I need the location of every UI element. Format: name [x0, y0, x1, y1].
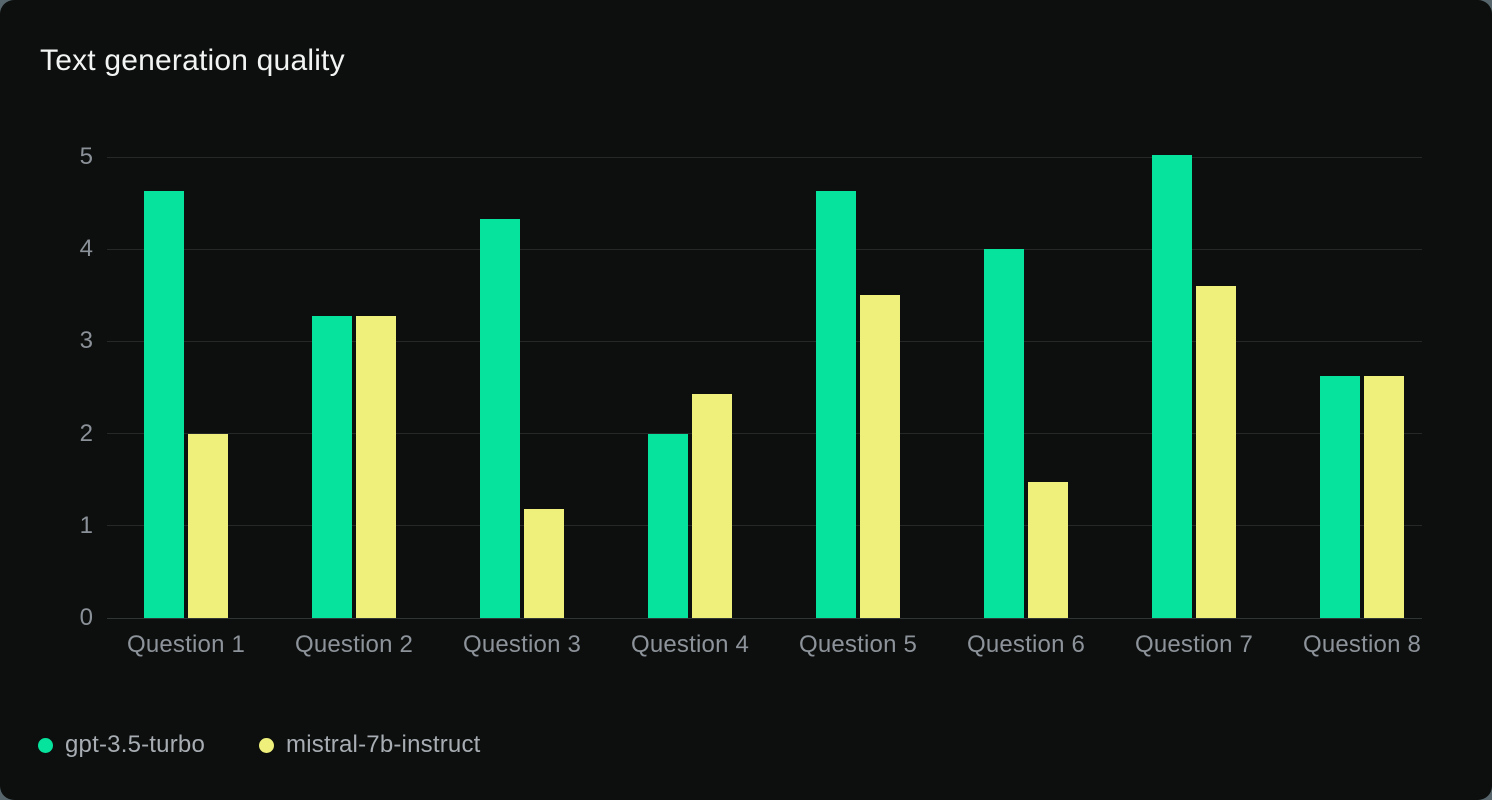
chart-title: Text generation quality: [40, 44, 345, 77]
y-axis-tick-label: 5: [79, 143, 93, 170]
bar-question-1-mistral-7b-instruct[interactable]: [188, 433, 228, 618]
x-axis-category-label: Question 1: [126, 631, 246, 658]
legend-dot-icon: [38, 737, 53, 753]
bar-question-2-mistral-7b-instruct[interactable]: [356, 315, 396, 618]
legend-label: gpt-3.5-turbo: [65, 731, 206, 758]
bar-question-2-gpt-3-5-turbo[interactable]: [312, 315, 352, 618]
bar-question-3-mistral-7b-instruct[interactable]: [524, 509, 564, 618]
bar-question-7-gpt-3-5-turbo[interactable]: [1152, 155, 1192, 618]
gridline: [107, 525, 1422, 527]
y-axis-tick-label: 2: [79, 419, 93, 447]
x-axis-category-label: Question 3: [462, 631, 582, 658]
y-axis-tick-label: 4: [79, 235, 93, 263]
x-axis-category-label: Question 5: [798, 631, 918, 658]
bar-question-6-gpt-3-5-turbo[interactable]: [984, 249, 1024, 618]
bar-question-8-gpt-3-5-turbo[interactable]: [1320, 375, 1360, 618]
y-axis-tick-label: 0: [79, 604, 93, 631]
x-axis-category-label: Question 2: [294, 631, 414, 658]
gridline: [107, 156, 1422, 158]
gridline: [107, 340, 1422, 342]
legend-dot-icon: [259, 737, 275, 753]
bar-question-3-gpt-3-5-turbo[interactable]: [480, 218, 520, 618]
legend: gpt-3.5-turbo mistral-7b-instruct: [38, 731, 481, 759]
x-axis-category-label: Question 7: [1134, 631, 1254, 658]
bar-question-8-mistral-7b-instruct[interactable]: [1364, 375, 1404, 618]
legend-item-gpt-3-5-turbo[interactable]: gpt-3.5-turbo: [38, 731, 205, 759]
x-axis-category-label: Question 6: [966, 631, 1086, 658]
bar-question-6-mistral-7b-instruct[interactable]: [1028, 482, 1068, 618]
legend-label: mistral-7b-instruct: [286, 731, 481, 758]
x-axis-category-label: Question 8: [1302, 631, 1422, 658]
bar-question-5-gpt-3-5-turbo[interactable]: [816, 191, 856, 618]
bar-question-7-mistral-7b-instruct[interactable]: [1196, 286, 1236, 618]
bar-question-4-mistral-7b-instruct[interactable]: [692, 393, 732, 618]
x-axis-category-label: Question 4: [630, 631, 750, 658]
bar-question-4-gpt-3-5-turbo[interactable]: [648, 433, 688, 618]
x-axis-baseline: [107, 617, 1422, 619]
gridline: [107, 433, 1422, 435]
bar-question-1-gpt-3-5-turbo[interactable]: [144, 191, 184, 618]
y-axis-tick-label: 1: [79, 511, 93, 539]
legend-item-mistral-7b-instruct[interactable]: mistral-7b-instruct: [259, 731, 481, 759]
bar-question-5-mistral-7b-instruct[interactable]: [860, 295, 900, 618]
plot-area: [107, 155, 1422, 619]
y-axis: 0 1 2 3 4 5: [0, 143, 93, 631]
y-axis-tick-label: 3: [79, 327, 93, 355]
gridline: [107, 248, 1422, 250]
